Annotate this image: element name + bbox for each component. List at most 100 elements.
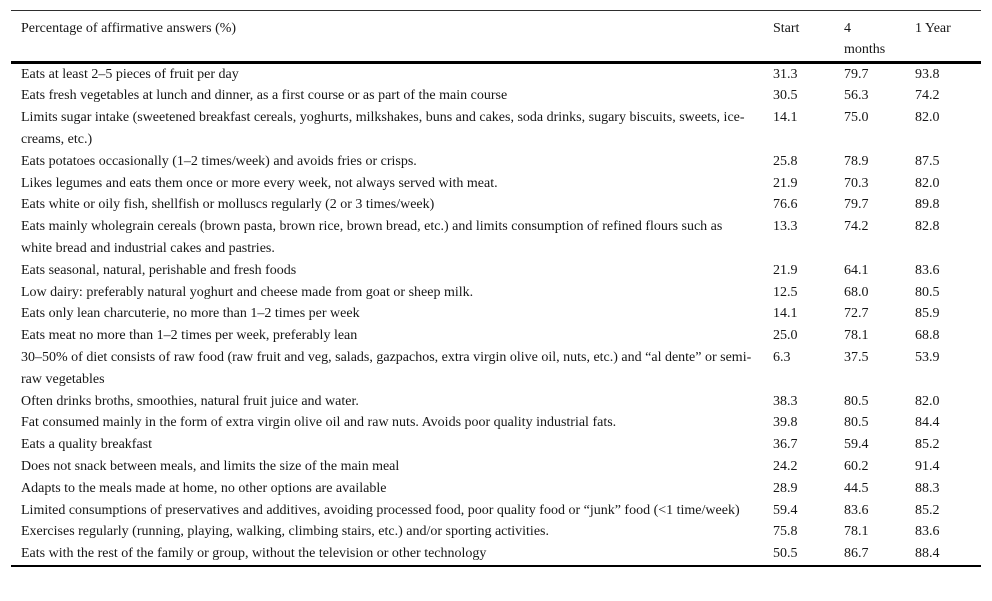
table-row: Fat consumed mainly in the form of extra…	[11, 412, 981, 434]
row-label: Does not snack between meals, and limits…	[21, 458, 400, 474]
header-col-1year: 1 Year	[915, 21, 951, 36]
row-start-value: 14.1	[773, 110, 798, 126]
row-start-value: 21.9	[773, 175, 798, 191]
table-row: Eats mainly wholegrain cereals (brown pa…	[11, 216, 981, 260]
table-row: Eats fresh vegetables at lunch and dinne…	[11, 85, 981, 107]
row-4months-value: 59.4	[844, 437, 869, 453]
table-body: Eats at least 2–5 pieces of fruit per da…	[11, 64, 981, 565]
row-start-value: 21.9	[773, 262, 798, 278]
row-1year-value: 85.9	[915, 306, 940, 322]
table-row: Eats meat no more than 1–2 times per wee…	[11, 325, 981, 347]
table-row: Eats white or oily fish, shellfish or mo…	[11, 194, 981, 216]
table-row: Often drinks broths, smoothies, natural …	[11, 391, 981, 413]
row-1year-value: 82.0	[915, 175, 940, 191]
table-top-rule	[11, 10, 981, 11]
row-1year-value: 85.2	[915, 502, 940, 518]
row-label: Eats potatoes occasionally (1–2 times/we…	[21, 153, 417, 169]
header-col-4months-line1: 4	[844, 21, 851, 36]
header-separator-rule	[11, 60, 981, 64]
row-start-value: 6.3	[773, 349, 791, 365]
row-4months-value: 44.5	[844, 480, 869, 496]
row-1year-value: 89.8	[915, 197, 940, 213]
row-1year-value: 82.0	[915, 393, 940, 409]
table-row: Eats a quality breakfast 36.7 59.4 85.2	[11, 434, 981, 456]
row-start-value: 39.8	[773, 415, 798, 431]
row-start-value: 12.5	[773, 284, 798, 300]
row-label: Eats fresh vegetables at lunch and dinne…	[21, 88, 508, 104]
row-start-value: 13.3	[773, 219, 798, 235]
row-4months-value: 72.7	[844, 306, 869, 322]
table-row: Exercises regularly (running, playing, w…	[11, 521, 981, 543]
row-start-value: 24.2	[773, 458, 798, 474]
header-col-start: Start	[773, 21, 800, 36]
row-4months-value: 74.2	[844, 219, 869, 235]
row-1year-value: 83.6	[915, 524, 940, 540]
table-row: Eats only lean charcuterie, no more than…	[11, 303, 981, 325]
row-4months-value: 78.1	[844, 524, 869, 540]
table-row: Likes legumes and eats them once or more…	[11, 173, 981, 195]
row-label: Eats mainly wholegrain cereals (brown pa…	[21, 219, 723, 256]
affirmative-answers-table: Percentage of affirmative answers (%) St…	[11, 10, 981, 567]
table-row: 30–50% of diet consists of raw food (raw…	[11, 347, 981, 391]
row-label: Often drinks broths, smoothies, natural …	[21, 393, 359, 409]
row-label: Eats white or oily fish, shellfish or mo…	[21, 197, 435, 213]
row-1year-value: 93.8	[915, 66, 940, 82]
row-4months-value: 70.3	[844, 175, 869, 191]
row-label: Fat consumed mainly in the form of extra…	[21, 415, 617, 431]
table-row: Does not snack between meals, and limits…	[11, 456, 981, 478]
row-label: Eats with the rest of the family or grou…	[21, 546, 487, 562]
row-label: Limited consumptions of preservatives an…	[21, 502, 740, 518]
table-bottom-rule	[11, 564, 981, 567]
row-start-value: 50.5	[773, 546, 798, 562]
row-4months-value: 56.3	[844, 88, 869, 104]
table-row: Limited consumptions of preservatives an…	[11, 500, 981, 522]
row-4months-value: 83.6	[844, 502, 869, 518]
row-start-value: 25.0	[773, 328, 798, 344]
table-header-row: Percentage of affirmative answers (%) St…	[11, 11, 981, 61]
row-4months-value: 80.5	[844, 393, 869, 409]
row-start-value: 59.4	[773, 502, 798, 518]
row-label: Eats seasonal, natural, perishable and f…	[21, 262, 297, 278]
row-4months-value: 80.5	[844, 415, 869, 431]
row-4months-value: 75.0	[844, 110, 869, 126]
row-4months-value: 79.7	[844, 66, 869, 82]
row-start-value: 36.7	[773, 437, 798, 453]
row-4months-value: 68.0	[844, 284, 869, 300]
row-label: Exercises regularly (running, playing, w…	[21, 524, 549, 540]
row-1year-value: 88.3	[915, 480, 940, 496]
row-label: Eats a quality breakfast	[21, 437, 153, 453]
row-4months-value: 37.5	[844, 349, 869, 365]
table-row: Low dairy: preferably natural yoghurt an…	[11, 282, 981, 304]
header-col-4months: 4 months	[844, 18, 915, 61]
row-4months-value: 78.9	[844, 153, 869, 169]
header-col-4months-line2: months	[844, 42, 886, 58]
row-label: Eats only lean charcuterie, no more than…	[21, 306, 360, 322]
row-1year-value: 80.5	[915, 284, 940, 300]
row-4months-value: 60.2	[844, 458, 869, 474]
row-1year-value: 53.9	[915, 349, 940, 365]
row-1year-value: 88.4	[915, 546, 940, 562]
table-row: Eats potatoes occasionally (1–2 times/we…	[11, 151, 981, 173]
row-1year-value: 85.2	[915, 437, 940, 453]
row-start-value: 31.3	[773, 66, 798, 82]
row-start-value: 75.8	[773, 524, 798, 540]
table-row: Eats seasonal, natural, perishable and f…	[11, 260, 981, 282]
row-label: Low dairy: preferably natural yoghurt an…	[21, 284, 474, 300]
row-start-value: 14.1	[773, 306, 798, 322]
row-label: Eats meat no more than 1–2 times per wee…	[21, 328, 358, 344]
row-start-value: 30.5	[773, 88, 798, 104]
row-4months-value: 79.7	[844, 197, 869, 213]
row-1year-value: 91.4	[915, 458, 940, 474]
row-1year-value: 83.6	[915, 262, 940, 278]
row-1year-value: 84.4	[915, 415, 940, 431]
row-1year-value: 74.2	[915, 88, 940, 104]
table-row: Eats at least 2–5 pieces of fruit per da…	[11, 64, 981, 86]
table-row: Eats with the rest of the family or grou…	[11, 543, 981, 565]
row-label: Likes legumes and eats them once or more…	[21, 175, 498, 191]
row-1year-value: 68.8	[915, 328, 940, 344]
row-label: Eats at least 2–5 pieces of fruit per da…	[21, 66, 239, 82]
row-label: Adapts to the meals made at home, no oth…	[21, 480, 387, 496]
row-4months-value: 86.7	[844, 546, 869, 562]
row-1year-value: 87.5	[915, 153, 940, 169]
